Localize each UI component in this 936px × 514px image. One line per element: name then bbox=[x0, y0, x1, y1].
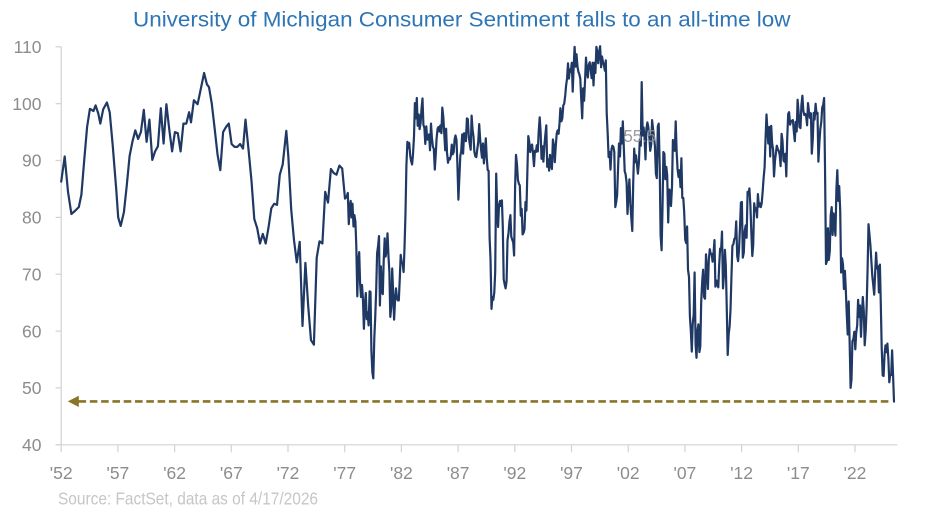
svg-text:'12: '12 bbox=[730, 463, 753, 483]
svg-text:University of Michigan Consume: University of Michigan Consumer Sentimen… bbox=[133, 8, 791, 31]
svg-text:55.5: 55.5 bbox=[624, 126, 657, 146]
svg-text:'52: '52 bbox=[50, 463, 73, 483]
svg-text:'22: '22 bbox=[844, 463, 867, 483]
svg-text:Source: FactSet, data as of 4/: Source: FactSet, data as of 4/17/2026 bbox=[58, 489, 318, 509]
svg-text:'02: '02 bbox=[617, 463, 640, 483]
svg-text:90: 90 bbox=[22, 151, 42, 171]
svg-text:'92: '92 bbox=[503, 463, 526, 483]
svg-text:'77: '77 bbox=[333, 463, 356, 483]
svg-text:'67: '67 bbox=[220, 463, 243, 483]
svg-text:'57: '57 bbox=[106, 463, 129, 483]
svg-text:100: 100 bbox=[12, 94, 41, 114]
svg-text:110: 110 bbox=[14, 37, 42, 57]
svg-text:'97: '97 bbox=[560, 463, 583, 483]
svg-text:70: 70 bbox=[22, 264, 42, 284]
svg-text:'62: '62 bbox=[163, 463, 186, 483]
svg-text:'07: '07 bbox=[673, 463, 696, 483]
svg-text:'87: '87 bbox=[447, 463, 470, 483]
svg-text:40: 40 bbox=[22, 435, 42, 455]
svg-text:'82: '82 bbox=[390, 463, 413, 483]
svg-text:'17: '17 bbox=[787, 463, 810, 483]
svg-text:60: 60 bbox=[22, 321, 42, 341]
svg-text:50: 50 bbox=[22, 378, 42, 398]
svg-text:'72: '72 bbox=[277, 463, 300, 483]
svg-text:80: 80 bbox=[22, 208, 42, 228]
